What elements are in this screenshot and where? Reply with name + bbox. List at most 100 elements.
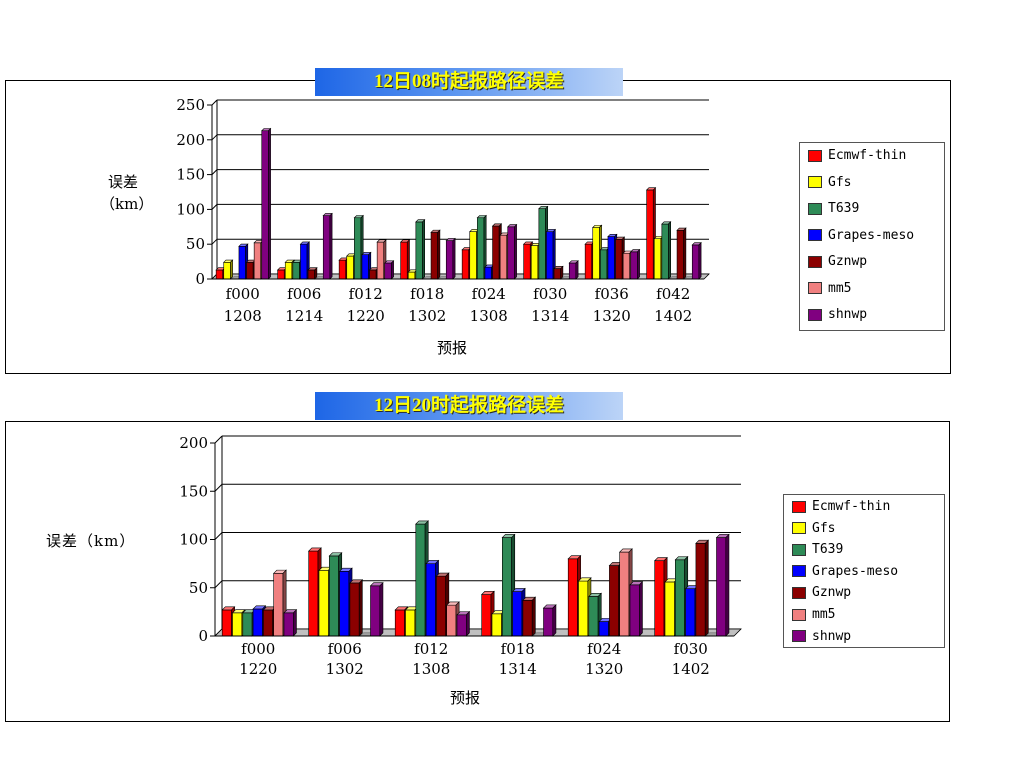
bar-Gznwp-f018 [430,229,441,280]
gridline-depth [214,580,223,589]
bar-shnwp-f024 [629,580,644,637]
legend-swatch [808,202,822,215]
bar-Gznwp-f030 [553,265,564,280]
legend-label: Gznwp [828,254,868,269]
x-tick-label-line2: 1302 [326,660,364,678]
legend-label: Gfs [812,520,836,536]
y-tick-label: 100 [176,200,205,218]
y-tick-label: 150 [176,166,205,184]
y-tick-label: 50 [186,235,205,253]
x-tick-label: f012 [349,285,383,303]
legend-item-Gfs: Gfs [792,521,835,539]
x-tick-label-line2: 1308 [470,307,508,325]
x-tick-label-line2: 1320 [593,307,631,325]
gridline-depth [211,204,218,210]
x-tick-label: f024 [472,285,506,303]
legend-label: T639 [828,201,860,216]
legend-item-Gznwp: Gznwp [792,585,851,603]
bar-shnwp-f030 [568,260,579,280]
legend-swatch [792,543,806,556]
y-tick-label: 200 [176,131,205,149]
legend-label: Grapes-meso [812,563,899,579]
legend-swatch [808,308,822,321]
legend-swatch [792,500,806,513]
legend-label: Grapes-meso [828,227,915,243]
legend-item-mm5: mm5 [792,607,835,625]
legend-label: Gfs [828,174,852,190]
y-axis-label-1-bottom: （km） [100,195,154,213]
legend-item-Gfs: Gfs [808,175,851,193]
legend-label: shnwp [828,307,868,322]
x-axis-label-2: 预报 [450,689,481,707]
x-tick-label-line2: 1208 [224,307,262,325]
x-tick-label: f000 [241,640,275,658]
y-axis-label-2: 误差（km） [46,532,136,550]
legend-item-mm5: mm5 [808,281,851,299]
legend-item-Ecmwf-thin: Ecmwf-thin [808,148,906,166]
legend-label: Gznwp [812,585,852,601]
bar-Gznwp-f006 [307,266,318,280]
y-tick-label: 200 [179,434,208,452]
legend-item-T639: T639 [792,542,843,560]
bar-Gznwp-f018 [522,596,537,637]
y-tick-label: 250 [176,96,205,114]
bar-shnwp-f030 [715,533,730,637]
x-tick-label-line2: 1314 [499,660,537,678]
gridline-depth [211,238,218,245]
gridline-depth [211,169,218,175]
legend-item-T639: T639 [808,201,859,219]
bar-Gznwp-f030 [695,539,710,637]
legend-swatch [808,229,822,241]
legend-swatch [792,565,806,578]
x-axis-label-1: 预报 [437,339,468,357]
legend-swatch [808,149,822,162]
x-tick-label-line2: 1302 [408,307,446,325]
legend-item-Gznwp: Gznwp [808,254,867,272]
x-tick-label-line2: 1308 [412,660,450,678]
bar-shnwp-f006 [369,581,384,637]
bar-shnwp-f000 [261,127,272,280]
bar-shnwp-f018 [445,237,456,280]
legend-label: Ecmwf-thin [812,499,891,514]
legend-item-shnwp: shnwp [792,629,851,647]
x-tick-label: f018 [410,285,444,303]
x-tick-label: f030 [533,285,567,303]
y-tick-label: 0 [195,270,205,288]
bar-shnwp-f006 [322,212,333,280]
x-tick-label-line2: 1314 [531,307,569,325]
bar-shnwp-f024 [507,223,518,280]
bar-T639-f042 [661,221,672,280]
legend-swatch [808,282,822,294]
x-tick-label: f042 [656,285,690,303]
legend-item-Grapes-meso: Grapes-meso [808,228,914,246]
gridline-depth [214,435,223,444]
bar-shnwp-f012 [384,260,395,280]
x-tick-label-line2: 1214 [285,307,323,325]
x-tick-label: f012 [414,640,448,658]
legend-label: T639 [812,542,844,558]
bar-shnwp-f042 [691,241,702,280]
x-tick-label: f006 [328,640,362,658]
x-tick-label-line2: 1402 [654,307,692,325]
legend-label: shnwp [812,628,852,644]
y-tick-label: 100 [179,531,208,549]
chart-title-2: 12日20时起报路径误差 [315,392,623,420]
legend-swatch [792,586,806,599]
legend-swatch [808,176,822,188]
legend-swatch [792,608,806,621]
legend-swatch [792,630,806,643]
x-tick-label: f024 [587,640,621,658]
chart-title-1: 12日08时起报路径误差 [315,68,623,96]
bar-shnwp-f036 [630,248,641,280]
x-tick-label: f006 [287,285,321,303]
chart-legend-2: Ecmwf-thin Gfs T639 Grapes-meso Gznwp mm5 shnw… [783,494,945,648]
legend-item-shnwp: shnwp [808,307,867,325]
bar-Gznwp-f006 [349,579,364,637]
legend-item-Grapes-meso: Grapes-meso [792,564,898,582]
gridline-depth [211,134,218,141]
bar-Gfs-f000 [223,259,234,280]
x-tick-label-line2: 1320 [585,660,623,678]
x-tick-label: f018 [501,640,535,658]
bar-shnwp-f018 [542,604,557,637]
